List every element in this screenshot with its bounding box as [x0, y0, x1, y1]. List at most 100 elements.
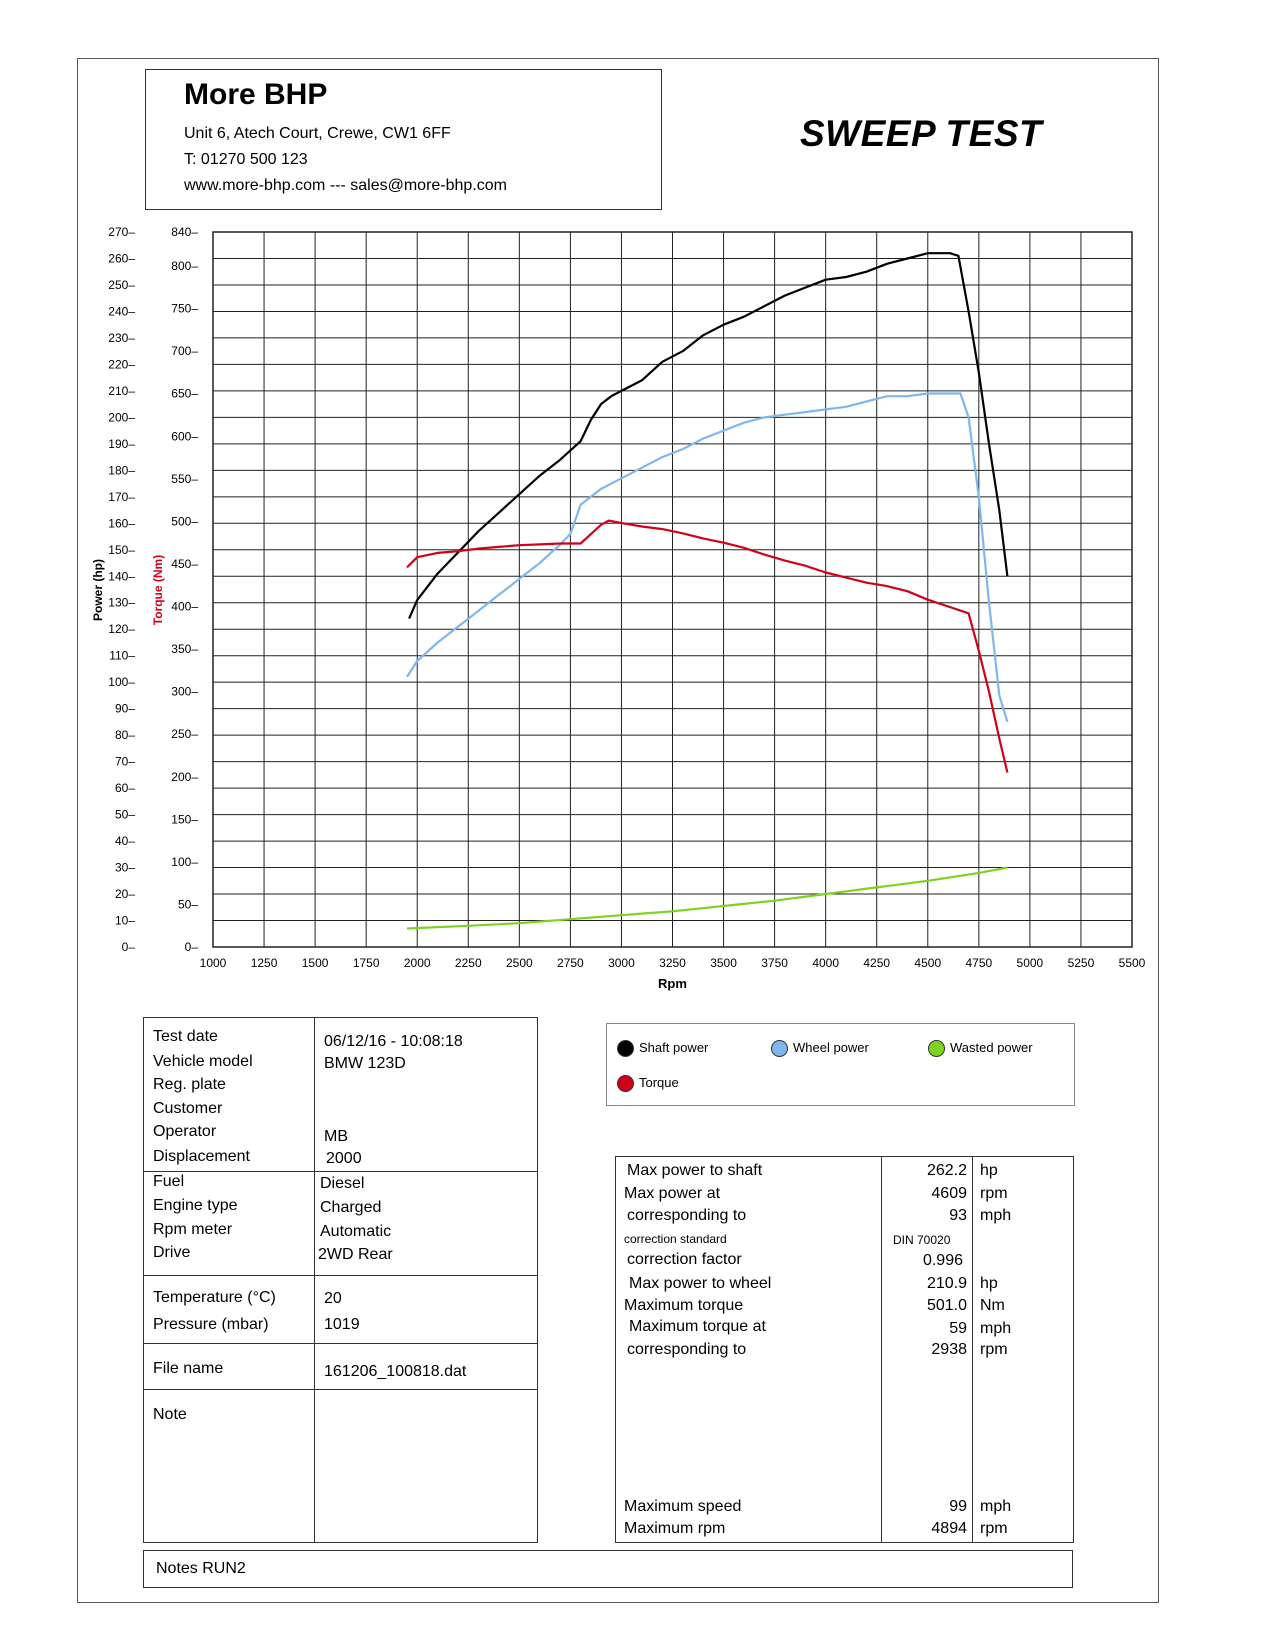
max-power-at-unit: rpm — [980, 1185, 1008, 1202]
notes-text: Notes RUN2 — [156, 1560, 246, 1577]
power-tick-label: 220– — [108, 357, 135, 371]
correction-standard-value: DIN 70020 — [893, 1233, 951, 1247]
x-tick-label: 2250 — [455, 956, 482, 970]
info-column-divider — [314, 1018, 315, 1542]
power-tick-label: 30– — [115, 861, 135, 875]
torque-tick-label: 700– — [171, 344, 198, 358]
legend-torque: Torque — [617, 1075, 679, 1093]
power-tick-label: 90– — [115, 702, 135, 716]
legend-wasted-marker — [928, 1040, 945, 1058]
x-tick-label: 5000 — [1017, 956, 1044, 970]
company-header: More BHP Unit 6, Atech Court, Crewe, CW1… — [145, 69, 662, 210]
test-date-label: Test date — [153, 1028, 218, 1045]
engine-type-value: Charged — [320, 1199, 382, 1216]
torque-axis-title: Torque (Nm) — [151, 555, 165, 625]
max-torque-at-label: Maximum torque at — [629, 1318, 766, 1335]
power-tick-label: 260– — [108, 251, 135, 265]
power-tick-label: 60– — [115, 781, 135, 795]
correction-factor-value: 0.996 — [922, 1252, 963, 1269]
torque-tick-label: 500– — [171, 514, 198, 528]
customer-label: Customer — [153, 1100, 223, 1117]
x-tick-label: 5250 — [1068, 956, 1095, 970]
fuel-label: Fuel — [153, 1173, 185, 1190]
info-divider — [144, 1171, 537, 1172]
legend-wasted-label: Wasted power — [950, 1040, 1033, 1055]
max-power-shaft-unit: hp — [980, 1162, 998, 1179]
torque-tick-label: 450– — [171, 557, 198, 571]
max-power-shaft-value: 262.2 — [926, 1162, 967, 1179]
torque-tick-label: 200– — [171, 770, 198, 784]
drive-label: Drive — [153, 1244, 191, 1261]
x-tick-label: 3000 — [608, 956, 635, 970]
power-tick-label: 20– — [115, 887, 135, 901]
wheel-power-line — [406, 392, 1009, 723]
x-tick-label: 1750 — [353, 956, 380, 970]
power-tick-label: 110– — [109, 649, 135, 663]
torque-corresponding-label: corresponding to — [627, 1341, 747, 1358]
power-tick-label: 200– — [108, 410, 135, 424]
power-tick-label: 190– — [108, 437, 135, 451]
reg-plate-label: Reg. plate — [153, 1076, 226, 1093]
fuel-value: Diesel — [320, 1175, 365, 1192]
corresponding-speed-label: corresponding to — [627, 1207, 747, 1224]
displacement-value: 2000 — [326, 1150, 362, 1167]
company-name: More BHP — [184, 78, 328, 111]
chart-legend: Shaft power Wheel power Wasted power Tor… — [606, 1023, 1075, 1106]
results-table: Max power to shaft 262.2 hp Max power at… — [615, 1156, 1074, 1543]
torque-tick-label: 250– — [171, 727, 198, 741]
note-label: Note — [153, 1406, 187, 1423]
power-tick-label: 240– — [108, 304, 135, 318]
results-column-divider — [881, 1157, 882, 1542]
operator-value: MB — [324, 1128, 348, 1145]
shaft-power-line — [408, 252, 1009, 620]
engine-type-label: Engine type — [153, 1197, 238, 1214]
max-torque-label: Maximum torque — [624, 1297, 744, 1314]
temperature-value: 20 — [324, 1290, 342, 1307]
torque-tick-label: 550– — [171, 472, 198, 486]
power-tick-label: 0– — [122, 940, 136, 954]
rpm-meter-value: Automatic — [320, 1223, 392, 1240]
legend-wheel-marker — [771, 1040, 788, 1058]
results-column-divider — [972, 1157, 973, 1542]
vehicle-model-label: Vehicle model — [153, 1053, 253, 1070]
x-tick-label: 4750 — [965, 956, 992, 970]
power-tick-label: 210– — [108, 384, 135, 398]
dyno-chart: 1000 1250 1500 1750 2000 2250 2500 2750 3000 3250… — [91, 225, 1146, 991]
legend-wheel-power: Wheel power — [771, 1040, 869, 1058]
x-tick-label: 5500 — [1119, 956, 1146, 970]
legend-shaft-power: Shaft power — [617, 1040, 709, 1058]
power-tick-label: 50– — [115, 808, 135, 822]
x-axis-title: Rpm — [658, 976, 687, 991]
drive-value: 2WD Rear — [318, 1246, 393, 1263]
torque-tick-label: 750– — [171, 302, 198, 316]
file-name-value: 161206_100818.dat — [324, 1363, 467, 1380]
info-divider — [144, 1275, 537, 1276]
correction-standard-label: correction standard — [624, 1232, 727, 1246]
power-tick-label: 70– — [115, 755, 135, 769]
power-tick-label: 40– — [115, 834, 135, 848]
x-tick-label: 1500 — [302, 956, 329, 970]
power-tick-label: 100– — [108, 675, 135, 689]
max-torque-value: 501.0 — [926, 1297, 967, 1314]
x-tick-label: 1000 — [200, 956, 227, 970]
max-power-at-label: Max power at — [624, 1185, 721, 1202]
pressure-value: 1019 — [324, 1316, 360, 1333]
max-torque-unit: Nm — [980, 1297, 1005, 1314]
correction-factor-label: correction factor — [627, 1251, 742, 1268]
power-tick-label: 250– — [108, 278, 135, 292]
company-web: www.more-bhp.com --- sales@more-bhp.com — [184, 177, 507, 194]
power-tick-label: 230– — [108, 331, 135, 345]
power-tick-label: 150– — [108, 543, 135, 557]
x-tick-label: 3500 — [710, 956, 737, 970]
max-speed-value: 99 — [949, 1498, 967, 1515]
torque-tick-label: 100– — [171, 855, 198, 869]
x-tick-label: 2750 — [557, 956, 584, 970]
legend-shaft-label: Shaft power — [639, 1040, 709, 1055]
power-axis-title: Power (hp) — [91, 559, 105, 621]
x-tick-label: 2000 — [404, 956, 431, 970]
torque-tick-label: 300– — [171, 685, 198, 699]
torque-tick-label: 0– — [185, 940, 199, 954]
max-torque-at-value: 59 — [949, 1320, 967, 1337]
company-phone: T: 01270 500 123 — [184, 151, 308, 168]
max-power-shaft-label: Max power to shaft — [627, 1162, 763, 1179]
